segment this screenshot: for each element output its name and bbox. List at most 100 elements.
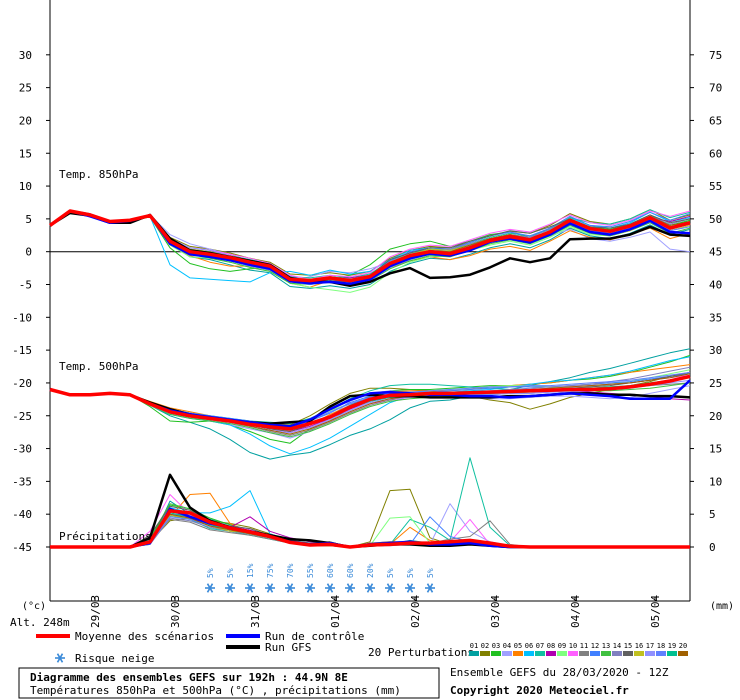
right-tick-label: 10 bbox=[709, 475, 722, 488]
perturbation-number: 19 bbox=[668, 642, 676, 650]
legend: Moyenne des scénarios Run de contrôle Ru… bbox=[36, 630, 688, 665]
left-tick-label: 0 bbox=[25, 246, 32, 259]
perturbation-number: 13 bbox=[602, 642, 610, 650]
perturbation-number: 14 bbox=[613, 642, 621, 650]
snowflake-icon bbox=[365, 583, 375, 593]
perturbation-number: 10 bbox=[569, 642, 577, 650]
legend-perturbations-label: 20 Perturbations bbox=[368, 646, 474, 659]
perturbation-swatch bbox=[491, 651, 501, 656]
legend-snow-label: Risque neige bbox=[75, 652, 154, 665]
perturbation-swatch bbox=[480, 651, 490, 656]
legend-control-label: Run de contrôle bbox=[265, 630, 364, 643]
perturbation-number: 03 bbox=[492, 642, 500, 650]
footer-title: Diagramme des ensembles GEFS sur 192h : … bbox=[30, 671, 348, 684]
precip-mean-line bbox=[50, 509, 690, 549]
t500-mean-line bbox=[49, 374, 691, 431]
snow-risk-label: 75% bbox=[266, 563, 275, 578]
snowflake-icon bbox=[285, 583, 295, 593]
snow-risk-label: 15% bbox=[246, 563, 255, 578]
perturbation-number: 20 bbox=[679, 642, 687, 650]
snowflake-core bbox=[288, 586, 292, 590]
left-tick-label: -25 bbox=[12, 410, 32, 423]
left-tick-label: 20 bbox=[19, 114, 32, 127]
perturbation-swatch bbox=[623, 651, 633, 656]
snowflake-icon bbox=[245, 583, 255, 593]
altitude-label: Alt. 248m bbox=[10, 616, 70, 629]
left-tick-label: -10 bbox=[12, 311, 32, 324]
right-tick-label: 30 bbox=[709, 344, 722, 357]
legend-gfs-label: Run GFS bbox=[265, 641, 311, 654]
snowflake-core bbox=[308, 586, 312, 590]
snow-risk-label: 5% bbox=[206, 568, 215, 578]
left-tick-label: -20 bbox=[12, 377, 32, 390]
snowflake-icon bbox=[205, 583, 215, 593]
right-tick-label: 45 bbox=[709, 246, 722, 259]
snowflake-icon bbox=[55, 653, 65, 663]
left-tick-label: -45 bbox=[12, 541, 32, 554]
right-tick-label: 25 bbox=[709, 377, 722, 390]
perturbation-number: 06 bbox=[525, 642, 533, 650]
perturbation-number: 01 bbox=[470, 642, 478, 650]
left-tick-label: 30 bbox=[19, 49, 32, 62]
perturbation-swatch bbox=[568, 651, 578, 656]
perturbation-number: 11 bbox=[580, 642, 588, 650]
snow-risk-label: 5% bbox=[226, 568, 235, 578]
footer-run-info: Ensemble GEFS du 28/03/2020 - 12Z bbox=[450, 666, 669, 679]
snowflake-core bbox=[328, 586, 332, 590]
perturbation-swatch bbox=[513, 651, 523, 656]
chart-axes: 302520151050-5-10-15-20-25-30-35-40-4575… bbox=[12, 0, 722, 628]
perturbation-number: 07 bbox=[536, 642, 544, 650]
snowflake-core bbox=[408, 586, 412, 590]
perturbation-swatch bbox=[601, 651, 611, 656]
perturbation-number: 12 bbox=[591, 642, 599, 650]
t850-member-line bbox=[49, 209, 691, 276]
snowflake-icon bbox=[265, 583, 275, 593]
perturbation-number: 05 bbox=[514, 642, 522, 650]
snowflake-icon bbox=[305, 583, 315, 593]
perturbation-swatches: 01 02 03 04 05 06 07 08 09 10 11 12 13 14 15 16 17 18 19 20 bbox=[469, 642, 688, 656]
perturbation-number: 15 bbox=[624, 642, 632, 650]
footer-box bbox=[18, 667, 440, 699]
chart-labels: Temp. 850hPa Temp. 500hPa Précipitations… bbox=[10, 168, 734, 629]
snowflake-core bbox=[368, 586, 372, 590]
snow-risk-label: 60% bbox=[346, 563, 355, 578]
left-tick-label: -35 bbox=[12, 475, 32, 488]
left-tick-label: -5 bbox=[19, 279, 32, 292]
snow-risk-label: 70% bbox=[286, 563, 295, 578]
x-tick-label: 01/04 bbox=[329, 595, 342, 628]
perturbation-number: 09 bbox=[558, 642, 566, 650]
snow-risk-label: 20% bbox=[366, 563, 375, 578]
label-t850: Temp. 850hPa bbox=[59, 168, 138, 181]
x-tick-label: 03/04 bbox=[489, 595, 502, 628]
perturbation-swatch bbox=[546, 651, 556, 656]
snowflake-icon bbox=[225, 583, 235, 593]
perturbation-number: 16 bbox=[635, 642, 643, 650]
perturbation-swatch bbox=[524, 651, 534, 656]
right-tick-label: 60 bbox=[709, 147, 722, 160]
t850-member-line bbox=[49, 210, 691, 282]
perturbation-swatch bbox=[678, 651, 688, 656]
left-tick-label: 15 bbox=[19, 147, 32, 160]
left-tick-label: 25 bbox=[19, 82, 32, 95]
left-tick-label: 5 bbox=[25, 213, 32, 226]
snowflake-core bbox=[228, 586, 232, 590]
x-tick-label: 30/03 bbox=[169, 595, 182, 628]
right-tick-label: 50 bbox=[709, 213, 722, 226]
x-tick-label: 05/04 bbox=[649, 595, 662, 628]
right-tick-label: 55 bbox=[709, 180, 722, 193]
perturbation-number: 08 bbox=[547, 642, 555, 650]
x-tick-label: 04/04 bbox=[569, 595, 582, 628]
perturbation-swatch bbox=[645, 651, 655, 656]
snowflake-icon bbox=[345, 583, 355, 593]
left-tick-label: -30 bbox=[12, 443, 32, 456]
x-tick-label: 02/04 bbox=[409, 595, 422, 628]
right-tick-label: 40 bbox=[709, 279, 722, 292]
snow-risk-label: 5% bbox=[406, 568, 415, 578]
snow-risk-label: 5% bbox=[386, 568, 395, 578]
snowflake-core bbox=[348, 586, 352, 590]
right-tick-label: 75 bbox=[709, 49, 722, 62]
right-tick-label: 0 bbox=[709, 541, 716, 554]
left-tick-label: 10 bbox=[19, 180, 32, 193]
snowflake-core bbox=[268, 586, 272, 590]
